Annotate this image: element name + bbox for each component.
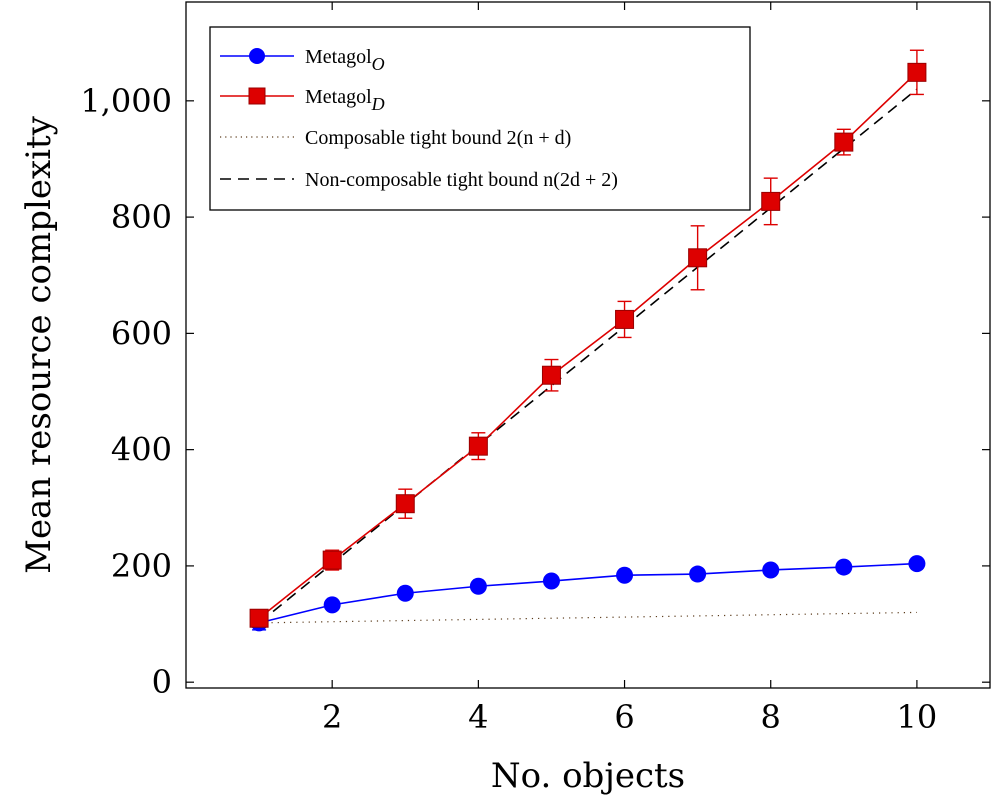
series-0 (250, 555, 926, 632)
legend-label-metagol-d-sub: D (371, 94, 385, 114)
series-line (258, 71, 918, 619)
y-tick-label: 600 (111, 314, 172, 352)
x-tick-label: 10 (897, 698, 938, 736)
series-line (259, 611, 917, 624)
data-point (249, 608, 269, 628)
axis-ticks: 2 4 6 8 10 0 200 400 600 800 1,000 (80, 2, 990, 736)
y-tick-label: 200 (111, 547, 172, 585)
series-line (258, 88, 918, 624)
data-point (541, 365, 561, 385)
legend-label-noncomposable-bound: Non-composable tight bound n(2d + 2) (305, 169, 618, 191)
legend-entry-metagol-o: MetagolO (220, 46, 385, 74)
legend-box (209, 26, 751, 211)
data-point (762, 561, 780, 579)
legend-entry-noncomposable-bound: Non-composable tight bound n(2d + 2) (220, 169, 618, 191)
data-point (908, 555, 926, 573)
data-point (907, 62, 927, 82)
y-tick-label: 800 (111, 198, 172, 236)
series-1 (249, 49, 927, 628)
x-axis-title: No. objects (491, 756, 685, 796)
data-point (688, 248, 708, 268)
data-point (322, 550, 342, 570)
x-tick-label: 6 (614, 698, 634, 736)
legend-label-metagol-o-sub: O (372, 54, 385, 74)
legend-label-metagol-o-name: Metagol (305, 46, 372, 68)
legend-label-composable-bound: Composable tight bound 2(n + d) (305, 127, 571, 149)
legend-entry-metagol-d: MetagolD (220, 86, 385, 114)
y-tick-label: 0 (152, 663, 172, 701)
y-tick-label: 400 (111, 431, 172, 469)
data-point (615, 309, 635, 329)
x-tick-label: 4 (468, 698, 488, 736)
legend-entry-composable-bound: Composable tight bound 2(n + d) (220, 127, 571, 149)
x-tick-label: 8 (761, 698, 781, 736)
legend: MetagolO MetagolD Composable tight bound… (209, 26, 751, 211)
series-layer (249, 49, 927, 632)
series-3 (258, 88, 918, 624)
data-point (835, 558, 853, 576)
y-tick-label: 1,000 (80, 82, 172, 120)
data-point (468, 436, 488, 456)
data-point (396, 584, 414, 602)
data-point (616, 566, 634, 584)
data-point (323, 596, 341, 614)
legend-label-metagol-o: MetagolO (305, 46, 385, 74)
legend-swatch-metagol-o-marker (249, 48, 265, 64)
legend-label-metagol-d-name: Metagol (305, 86, 372, 108)
series-2 (259, 611, 917, 624)
data-point (542, 572, 560, 590)
data-point (395, 494, 415, 514)
data-point (689, 565, 707, 583)
legend-label-metagol-d: MetagolD (305, 86, 385, 114)
legend-swatch-metagol-d-marker (248, 87, 266, 105)
y-axis-title: Mean resource complexity (19, 115, 59, 574)
x-tick-label: 2 (322, 698, 342, 736)
series-line (258, 562, 917, 624)
data-point (834, 132, 854, 152)
data-point (761, 191, 781, 211)
data-point (469, 577, 487, 595)
plot-frame (185, 1, 991, 689)
